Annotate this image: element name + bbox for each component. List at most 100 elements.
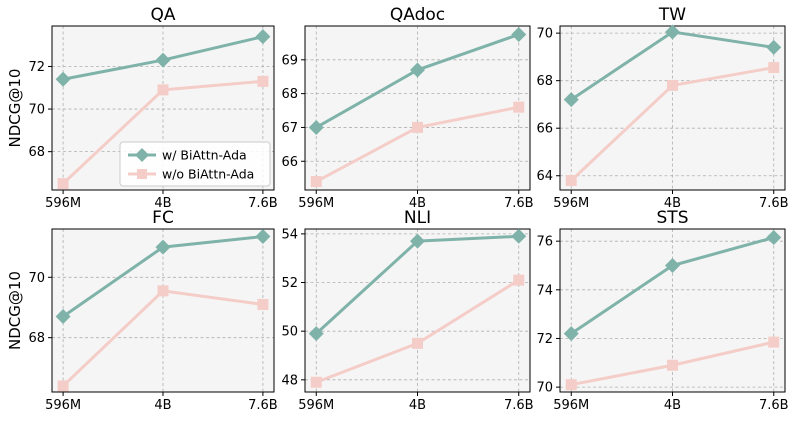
panel-nli: 596M 4B 7.6B 48 50 52 54 NLI bbox=[281, 208, 533, 413]
panel-title: QAdoc bbox=[390, 5, 445, 25]
marker-diamond bbox=[308, 326, 324, 342]
marker-square bbox=[565, 174, 577, 186]
y-tick-label: 52 bbox=[281, 276, 298, 291]
marker-diamond bbox=[255, 29, 271, 45]
x-tick-label: 596M bbox=[45, 196, 81, 211]
x-tick-label: 7.6B bbox=[248, 398, 278, 413]
y-tick-label: 70 bbox=[28, 103, 45, 118]
y-tick-label: 68 bbox=[28, 331, 45, 346]
panel-sts: 596M 4B 7.6B 70 72 74 76 STS bbox=[536, 208, 788, 413]
y-tick-label: 67 bbox=[281, 121, 298, 136]
x-tick-label: 596M bbox=[553, 196, 589, 211]
x-tick-label: 596M bbox=[45, 398, 81, 413]
y-tick-label: 68 bbox=[536, 74, 553, 89]
marker-square bbox=[310, 176, 322, 188]
marker-square bbox=[412, 121, 423, 133]
marker-diamond bbox=[255, 229, 271, 245]
y-tick-label: 50 bbox=[281, 325, 298, 340]
panel-title: QA bbox=[150, 5, 175, 25]
plot-frame bbox=[304, 25, 531, 191]
marker-square bbox=[513, 101, 525, 113]
y-tick-label: 54 bbox=[281, 227, 298, 242]
legend-marker-square bbox=[137, 169, 147, 179]
marker-diamond bbox=[665, 257, 680, 273]
marker-square bbox=[157, 84, 169, 96]
marker-diamond bbox=[511, 26, 527, 42]
x-tick-label: 4B bbox=[409, 398, 426, 413]
panel-fc: 596M 4B 7.6B 68 70 FC NDCG@10 bbox=[6, 208, 278, 413]
x-tick-label: 7.6B bbox=[759, 196, 789, 211]
panel-qadoc: 596M 4B 7.6B 66 67 68 69 QAdoc bbox=[281, 5, 533, 211]
y-axis-label: NDCG@10 bbox=[6, 271, 24, 350]
marker-square bbox=[157, 285, 169, 297]
y-tick-label: 76 bbox=[536, 235, 553, 250]
marker-square bbox=[57, 178, 69, 190]
marker-square bbox=[257, 298, 269, 310]
y-tick-label: 70 bbox=[536, 381, 553, 396]
y-axis-label: NDCG@10 bbox=[6, 69, 24, 148]
marker-diamond bbox=[308, 119, 324, 135]
x-tick-label: 4B bbox=[664, 398, 681, 413]
marker-diamond bbox=[410, 62, 425, 78]
y-tick-label: 68 bbox=[281, 87, 298, 102]
y-tick-label: 72 bbox=[28, 60, 45, 75]
x-tick-label: 4B bbox=[154, 196, 171, 211]
y-tick-label: 74 bbox=[536, 283, 553, 298]
marker-square bbox=[412, 337, 423, 349]
marker-square bbox=[768, 336, 780, 348]
marker-diamond bbox=[55, 71, 71, 87]
legend-label: w/ BiAttn-Ada bbox=[162, 148, 247, 163]
y-tick-label: 66 bbox=[281, 155, 298, 170]
marker-square bbox=[565, 379, 577, 391]
x-tick-label: 7.6B bbox=[759, 398, 789, 413]
y-tick-label: 64 bbox=[536, 169, 553, 184]
panel-title: FC bbox=[152, 208, 174, 228]
legend-label: w/o BiAttn-Ada bbox=[162, 167, 254, 182]
legend: w/ BiAttn-Ada w/o BiAttn-Ada bbox=[119, 141, 271, 187]
x-tick-label: 596M bbox=[553, 398, 589, 413]
x-tick-label: 7.6B bbox=[504, 196, 534, 211]
marker-square bbox=[667, 359, 678, 371]
panel-title: TW bbox=[658, 5, 686, 25]
x-tick-label: 4B bbox=[154, 398, 171, 413]
x-tick-label: 7.6B bbox=[504, 398, 534, 413]
plot-frame bbox=[51, 228, 275, 393]
x-tick-label: 596M bbox=[298, 196, 334, 211]
x-tick-label: 7.6B bbox=[248, 196, 278, 211]
marker-square bbox=[667, 79, 678, 91]
marker-diamond bbox=[563, 326, 579, 342]
plot-area bbox=[51, 228, 275, 393]
y-tick-label: 70 bbox=[28, 271, 45, 286]
marker-diamond bbox=[511, 228, 527, 244]
legend-frame bbox=[119, 141, 271, 187]
x-tick-label: 4B bbox=[664, 196, 681, 211]
marker-square bbox=[513, 274, 525, 286]
y-tick-label: 48 bbox=[281, 373, 298, 388]
y-tick-label: 68 bbox=[28, 145, 45, 160]
y-tick-label: 70 bbox=[536, 27, 553, 42]
marker-square bbox=[768, 62, 780, 74]
marker-diamond bbox=[766, 39, 782, 55]
panel-tw: 596M 4B 7.6B 64 66 68 70 TW bbox=[536, 5, 788, 211]
marker-diamond bbox=[55, 309, 71, 325]
panel-title: NLI bbox=[404, 208, 431, 228]
plot-area bbox=[304, 25, 531, 191]
marker-diamond bbox=[563, 92, 579, 108]
panel-title: STS bbox=[657, 208, 689, 228]
x-tick-label: 596M bbox=[298, 398, 334, 413]
marker-diamond bbox=[155, 239, 171, 255]
x-tick-label: 4B bbox=[409, 196, 426, 211]
plot-frame bbox=[51, 25, 275, 191]
marker-square bbox=[257, 75, 269, 87]
legend-marker-diamond bbox=[135, 148, 149, 162]
plot-frame bbox=[304, 228, 531, 393]
marker-diamond bbox=[766, 230, 782, 246]
marker-diamond bbox=[155, 52, 171, 68]
marker-diamond bbox=[410, 233, 425, 249]
marker-square bbox=[57, 380, 69, 392]
marker-square bbox=[310, 376, 322, 388]
y-tick-label: 69 bbox=[281, 53, 298, 68]
marker-diamond bbox=[665, 24, 680, 40]
y-tick-label: 72 bbox=[536, 332, 553, 347]
